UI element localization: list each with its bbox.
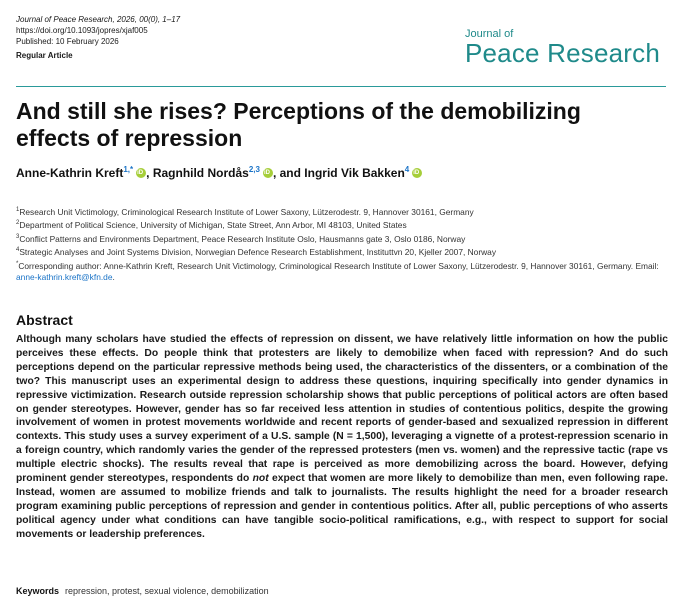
author-name[interactable]: Anne-Kathrin Kreft — [16, 166, 124, 180]
abstract-text: Although many scholars have studied the … — [16, 333, 668, 542]
affiliation-item: 2Department of Political Science, Univer… — [16, 218, 666, 231]
keywords-text: repression, protest, sexual violence, de… — [65, 586, 269, 596]
affiliation-text: Conflict Patterns and Environments Depar… — [19, 233, 466, 244]
corresponding-author: *Corresponding author: Anne-Kathrin Kref… — [16, 259, 666, 284]
article-title: And still she rises? Perceptions of the … — [16, 98, 581, 151]
corresponding-marker: * — [16, 260, 19, 267]
orcid-icon[interactable] — [136, 168, 147, 178]
author-name[interactable]: Ingrid Vik Bakken — [304, 166, 405, 180]
affiliation-item: 3Conflict Patterns and Environments Depa… — [16, 232, 666, 245]
affiliations: 1Research Unit Victimology, Criminologic… — [16, 205, 666, 284]
doi-link[interactable]: https://doi.org/10.1093/jopres/xjaf005 — [16, 26, 148, 35]
published-date: Published: 10 February 2026 — [16, 37, 119, 46]
author-separator: , — [146, 166, 153, 180]
author-list: Anne-Kathrin Kreft1,*, Ragnhild Nordås2,… — [16, 165, 423, 180]
abstract-emphasis: not — [252, 473, 269, 485]
orcid-icon[interactable] — [412, 168, 423, 178]
abstract-heading: Abstract — [16, 312, 73, 328]
abstract-part-2: expect that women are more likely to dem… — [16, 473, 668, 540]
affiliation-number: 2 — [16, 220, 20, 227]
affiliation-item: 4Strategic Analyses and Joint Systems Di… — [16, 245, 666, 258]
keywords-label: Keywords — [16, 586, 60, 596]
affiliation-text: Strategic Analyses and Joint Systems Div… — [19, 246, 497, 257]
abstract-part-1: Although many scholars have studied the … — [16, 334, 668, 485]
keywords: Keywords repression, protest, sexual viol… — [16, 586, 269, 596]
author-separator: , and — [272, 166, 305, 180]
affiliation-text: Department of Political Science, Univers… — [19, 220, 407, 231]
affiliation-number: 4 — [16, 247, 20, 254]
author-affil-sup[interactable]: 4 — [404, 165, 410, 174]
logo-big-text: Peace Research — [464, 38, 660, 68]
affiliation-number: 3 — [16, 233, 20, 240]
orcid-icon[interactable] — [262, 168, 273, 178]
author-name[interactable]: Ragnhild Nordås — [152, 166, 249, 180]
corresponding-end: . — [112, 271, 115, 282]
affiliation-item: 1Research Unit Victimology, Criminologic… — [16, 205, 666, 218]
logo-small-text: Journal of — [464, 28, 514, 40]
author-affil-sup[interactable]: 2,3 — [248, 165, 260, 174]
article-meta: Journal of Peace Research, 2026, 00(0), … — [16, 14, 180, 61]
journal-citation: Journal of Peace Research, 2026, 00(0), … — [16, 15, 181, 24]
email-link[interactable]: anne-kathrin.kreft@kfn.de — [16, 271, 113, 282]
corresponding-text: Corresponding author: Anne-Kathrin Kreft… — [18, 260, 659, 271]
affiliation-text: Research Unit Victimology, Criminologica… — [19, 206, 474, 217]
affiliation-number: 1 — [16, 207, 20, 213]
author-affil-sup[interactable]: 1,* — [123, 165, 134, 174]
journal-logo: Journal of Peace Research — [465, 28, 660, 66]
article-type: Regular Article — [16, 51, 73, 60]
header-divider — [16, 86, 666, 87]
